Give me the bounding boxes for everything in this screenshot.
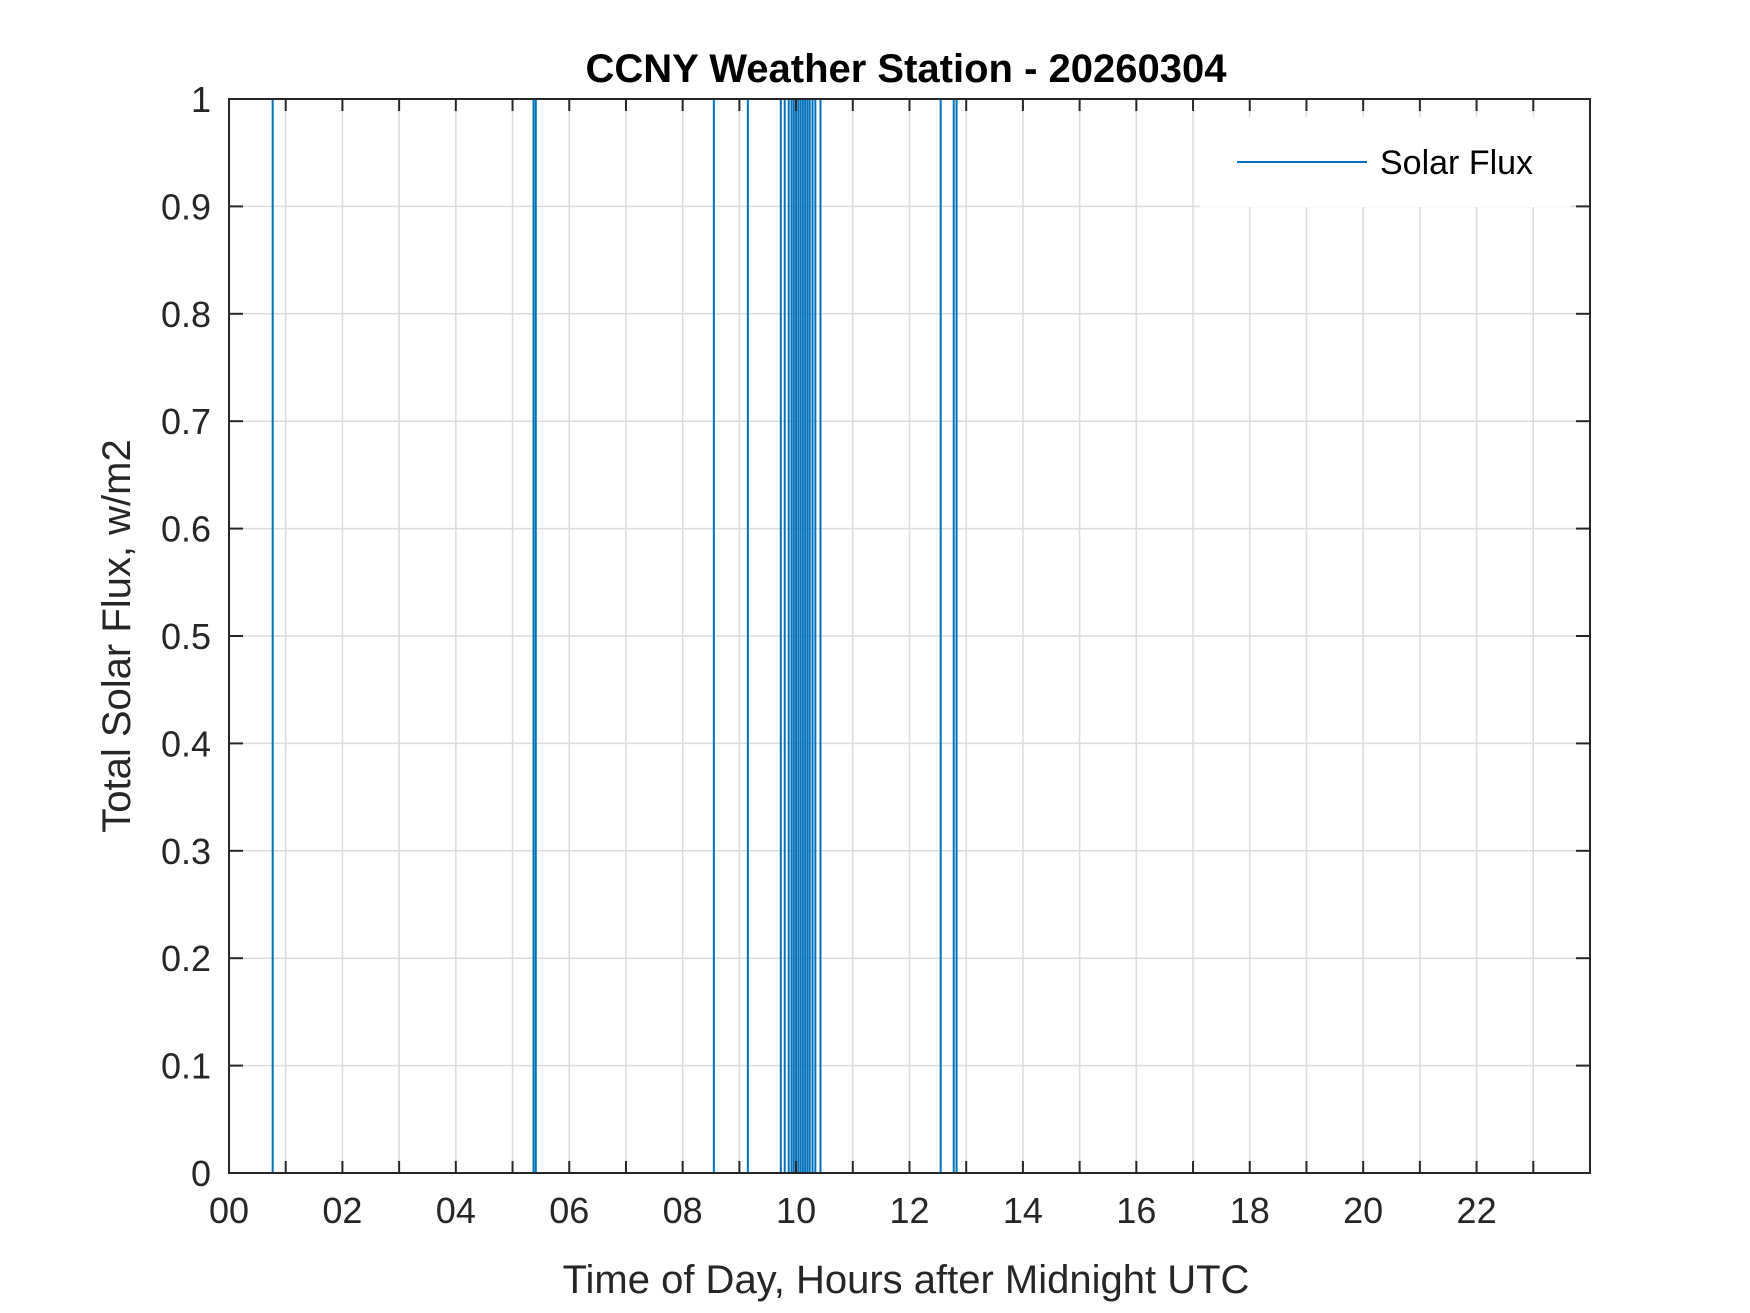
x-tick-label: 14: [1003, 1190, 1043, 1231]
y-tick-label: 0.3: [161, 831, 211, 872]
x-tick-label: 00: [209, 1190, 249, 1231]
y-tick-label: 0.7: [161, 401, 211, 442]
x-tick-label: 18: [1230, 1190, 1270, 1231]
tick-layer: 0 0.1 0.2 0.3 0.4 0.5 0.6 0.7 0.8 0.9 1 00 02 04 06 08 1…: [161, 79, 1590, 1231]
x-tick-label: 12: [889, 1190, 929, 1231]
legend-label: Solar Flux: [1380, 144, 1533, 182]
y-tick-label: 0: [191, 1153, 211, 1194]
x-tick-label: 16: [1116, 1190, 1156, 1231]
chart-title: CCNY Weather Station - 20260304: [586, 47, 1228, 91]
legend: Solar Flux: [1200, 117, 1570, 207]
y-tick-label: 0.6: [161, 509, 211, 550]
x-tick-label: 04: [436, 1190, 476, 1231]
x-tick-label: 20: [1343, 1190, 1383, 1231]
y-tick-label: 0.1: [161, 1046, 211, 1087]
y-tick-label: 0.4: [161, 723, 211, 764]
x-tick-label: 10: [776, 1190, 816, 1231]
y-tick-label: 0.5: [161, 616, 211, 657]
series-layer: [271, 99, 958, 1173]
x-tick-label: 08: [663, 1190, 703, 1231]
x-axis-label: Time of Day, Hours after Midnight UTC: [563, 1258, 1250, 1302]
y-tick-label: 0.8: [161, 294, 211, 335]
y-tick-label: 0.2: [161, 938, 211, 979]
x-tick-label: 22: [1457, 1190, 1497, 1231]
y-tick-label: 0.9: [161, 186, 211, 227]
x-tick-label: 06: [549, 1190, 589, 1231]
y-axis-label: Total Solar Flux, w/m2: [95, 439, 139, 832]
grid-layer: [229, 99, 1590, 1173]
y-tick-label: 1: [191, 79, 211, 120]
x-tick-label: 02: [322, 1190, 362, 1231]
